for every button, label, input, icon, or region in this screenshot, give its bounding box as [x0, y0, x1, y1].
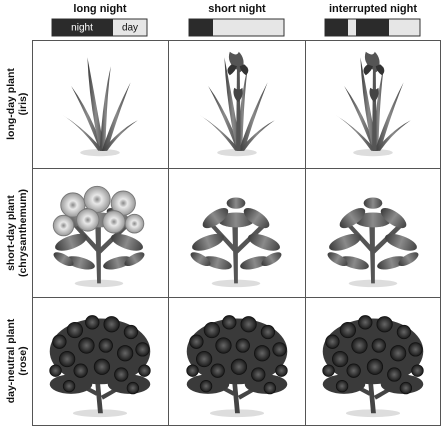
row-label-line: (chrysanthemum) — [17, 189, 29, 277]
day-label: day — [122, 23, 138, 34]
chrysanthemum-plant — [188, 197, 284, 288]
column-header: interrupted night — [329, 3, 417, 15]
column-header: long night — [73, 3, 126, 15]
row-label-line: (iris) — [17, 93, 29, 116]
rose-plant — [322, 315, 424, 418]
grid — [32, 40, 441, 426]
night-segment — [52, 19, 389, 36]
row-label-line: short-day plant — [5, 195, 17, 271]
row-label: day-neutral plant (rose) — [5, 318, 29, 403]
column-header: short night — [208, 3, 266, 15]
row-label-line: day-neutral plant — [5, 318, 17, 403]
rose-plant — [49, 315, 151, 418]
night-label: night — [71, 23, 93, 34]
iris-plant — [62, 57, 138, 157]
chrysanthemum-plant — [325, 197, 421, 288]
rose-plant — [186, 315, 288, 418]
row-label: long-day plant (iris) — [5, 68, 29, 140]
row-label: short-day plant (chrysanthemum) — [5, 189, 29, 277]
row-label-line: (rose) — [17, 346, 29, 375]
row-label-line: long-day plant — [5, 68, 17, 140]
